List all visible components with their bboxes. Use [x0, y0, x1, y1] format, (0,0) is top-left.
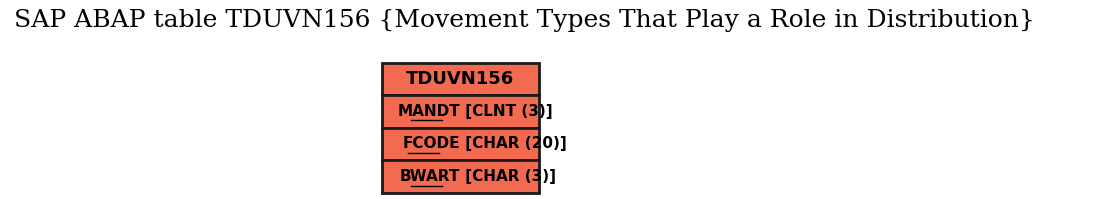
Text: MANDT: MANDT: [397, 104, 460, 119]
Text: [CLNT (3)]: [CLNT (3)]: [460, 104, 553, 119]
Bar: [382, 160, 539, 193]
Bar: [382, 95, 539, 128]
Bar: [382, 128, 539, 160]
Text: [CHAR (20)]: [CHAR (20)]: [460, 136, 567, 151]
Text: BWART: BWART: [399, 169, 460, 184]
Text: [CHAR (3)]: [CHAR (3)]: [460, 169, 556, 184]
Text: FCODE: FCODE: [403, 136, 460, 151]
Bar: [382, 62, 539, 95]
Text: TDUVN156: TDUVN156: [406, 70, 515, 88]
Text: SAP ABAP table TDUVN156 {Movement Types That Play a Role in Distribution}: SAP ABAP table TDUVN156 {Movement Types …: [15, 9, 1035, 32]
